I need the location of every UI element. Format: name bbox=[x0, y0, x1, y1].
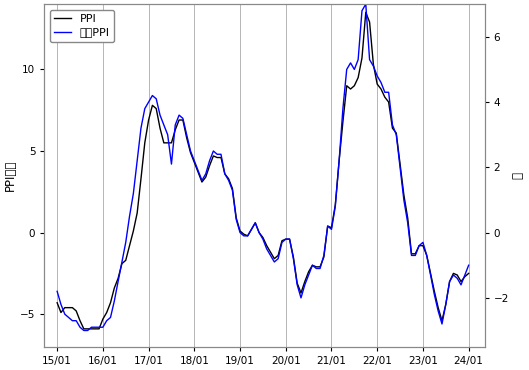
Line: 高頻PPI: 高頻PPI bbox=[57, 4, 469, 330]
高頻PPI bbox=[279, 240, 285, 245]
Line: PPI: PPI bbox=[57, 12, 469, 329]
Y-axis label: 比: 比 bbox=[512, 172, 525, 179]
Y-axis label: PPI同比: PPI同比 bbox=[4, 160, 17, 191]
高頻PPI bbox=[329, 227, 335, 232]
高頻PPI bbox=[195, 168, 202, 173]
PPI bbox=[172, 128, 178, 132]
PPI bbox=[282, 237, 289, 241]
高頻PPI bbox=[88, 325, 95, 329]
高頻PPI bbox=[80, 328, 87, 333]
高頻PPI bbox=[282, 237, 289, 241]
高頻PPI bbox=[172, 123, 178, 127]
PPI bbox=[88, 327, 95, 331]
高頻PPI bbox=[54, 289, 60, 293]
PPI bbox=[54, 300, 60, 305]
高頻PPI bbox=[362, 2, 369, 6]
PPI bbox=[466, 271, 472, 276]
PPI bbox=[195, 170, 202, 174]
Legend: PPI, 高頻PPI: PPI, 高頻PPI bbox=[50, 10, 114, 42]
PPI bbox=[80, 327, 87, 331]
PPI bbox=[362, 10, 369, 14]
PPI bbox=[329, 225, 335, 230]
PPI bbox=[279, 239, 285, 243]
高頻PPI bbox=[466, 263, 472, 268]
